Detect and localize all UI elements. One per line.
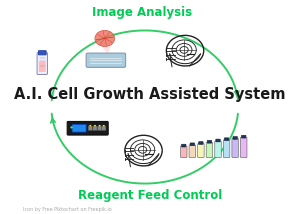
FancyBboxPatch shape (93, 126, 97, 130)
FancyBboxPatch shape (37, 53, 47, 74)
FancyBboxPatch shape (181, 146, 187, 158)
FancyBboxPatch shape (67, 122, 108, 135)
Polygon shape (99, 42, 113, 54)
FancyBboxPatch shape (198, 144, 204, 158)
FancyBboxPatch shape (39, 61, 46, 72)
FancyBboxPatch shape (224, 138, 229, 141)
Text: Image Analysis: Image Analysis (92, 6, 192, 19)
FancyBboxPatch shape (189, 145, 196, 158)
FancyBboxPatch shape (98, 126, 102, 130)
FancyBboxPatch shape (215, 141, 221, 158)
FancyBboxPatch shape (206, 142, 213, 158)
FancyBboxPatch shape (182, 144, 186, 147)
FancyBboxPatch shape (233, 137, 237, 139)
Text: Icon by Free Piktochart on Freepik.io: Icon by Free Piktochart on Freepik.io (23, 207, 112, 212)
FancyBboxPatch shape (102, 126, 106, 130)
FancyBboxPatch shape (199, 142, 203, 144)
FancyBboxPatch shape (232, 138, 238, 158)
Circle shape (95, 30, 115, 46)
Circle shape (70, 126, 73, 128)
Circle shape (103, 125, 105, 126)
FancyBboxPatch shape (86, 53, 126, 67)
Circle shape (99, 125, 101, 126)
FancyBboxPatch shape (207, 140, 212, 143)
FancyBboxPatch shape (216, 139, 220, 142)
Circle shape (89, 125, 91, 126)
Circle shape (94, 125, 96, 126)
FancyBboxPatch shape (223, 140, 230, 158)
FancyBboxPatch shape (38, 51, 46, 55)
Text: Reagent Feed Control: Reagent Feed Control (78, 189, 222, 202)
FancyBboxPatch shape (241, 137, 247, 158)
FancyBboxPatch shape (88, 126, 92, 130)
FancyBboxPatch shape (190, 143, 194, 146)
Text: A.I. Cell Growth Assisted System: A.I. Cell Growth Assisted System (14, 87, 286, 102)
FancyBboxPatch shape (72, 124, 86, 132)
FancyBboxPatch shape (242, 135, 246, 138)
